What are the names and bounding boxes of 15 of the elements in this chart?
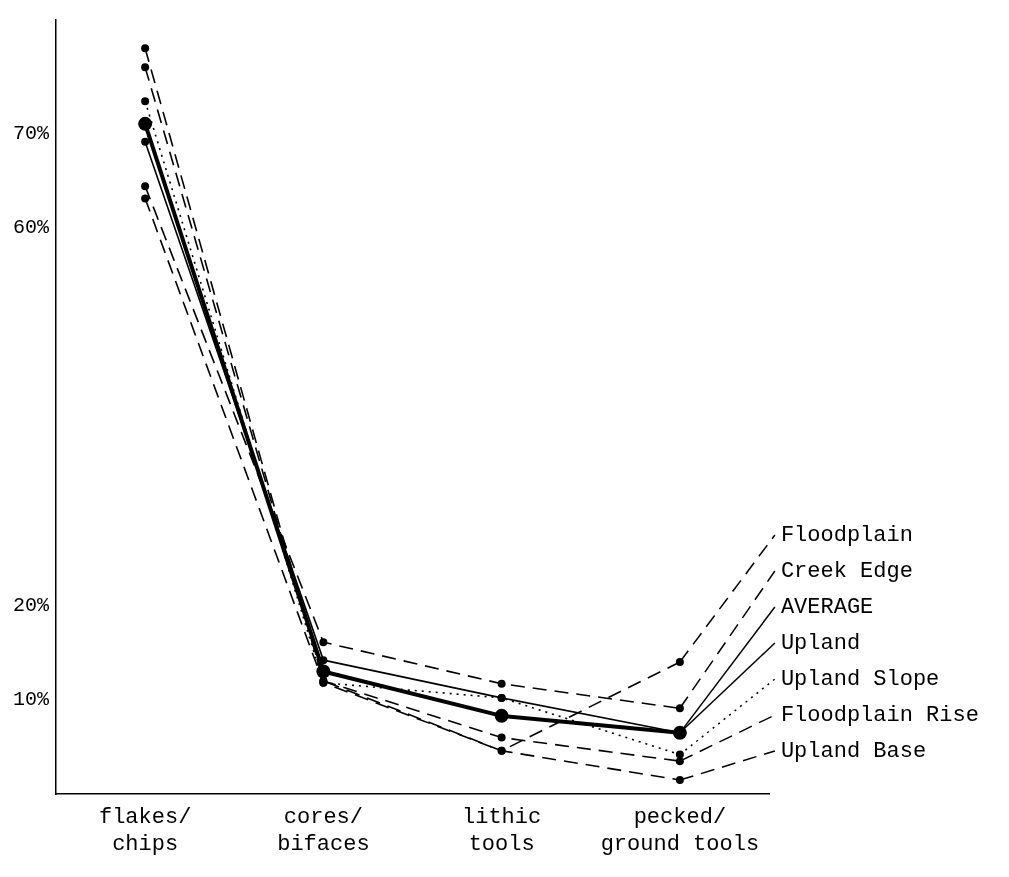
x-tick-label: cores/ bifaces [277, 805, 370, 857]
y-tick-label: 70% [12, 121, 50, 145]
text: Upland [780, 630, 861, 656]
x-tick-label: pecked/ ground tools [600, 805, 760, 857]
legend-label: Upland Base [780, 738, 927, 764]
y-tick-label: 10% [12, 688, 50, 712]
text: Floodplain [780, 522, 913, 548]
x-tick-label: flakes/ chips [98, 805, 192, 857]
text: Creek Edge [780, 558, 913, 584]
y-tick-label: 20% [12, 593, 50, 617]
x-tick-label: lithic tools [462, 805, 542, 857]
y-tick-label: 60% [12, 216, 50, 240]
text: Upland Slope [780, 666, 940, 692]
text: AVERAGE [780, 594, 874, 620]
text: Floodplain Rise [780, 702, 979, 728]
